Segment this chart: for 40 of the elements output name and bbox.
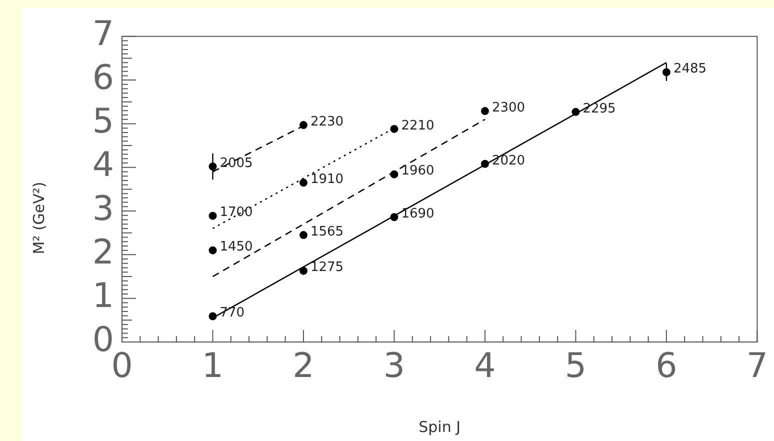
annotation: 1450 [220,240,253,255]
annotation: 2020 [492,153,526,168]
y-tick-label: 4 [92,145,114,186]
annotation: 2295 [582,101,616,116]
annotation: 770 [220,306,245,321]
point [208,212,217,220]
y-tick-label: 1 [92,276,114,316]
point [299,178,308,187]
annotation: 1960 [401,164,434,179]
y-tick-label: 3 [92,188,114,229]
point [299,121,308,130]
x-tick-label: 2 [292,346,314,386]
point [208,246,217,254]
y-tick-label: 2 [92,232,114,273]
point [390,124,398,133]
y-tick-label: 5 [92,102,114,142]
y-axis-title: M² (GeV²) [30,182,48,254]
annotation: 2005 [220,156,253,171]
x-tick-label: 1 [202,346,224,386]
x-tick-label: 6 [656,346,678,386]
annotation: 2485 [673,62,707,77]
x-tick-label: 3 [383,346,406,386]
annotation: 2210 [401,118,434,134]
x-tick-label: 7 [746,346,768,386]
point [480,107,489,116]
point [299,266,308,275]
x-tick-label: 4 [474,346,496,386]
point [299,231,308,240]
x-tick-label: 5 [564,346,587,386]
annotation: 1690 [401,206,434,222]
y-tick-label: 0 [92,320,114,360]
y-tick-label: 6 [92,58,114,98]
annotation: 1565 [310,224,344,240]
annotation: 1910 [310,172,344,188]
annotation: 2230 [310,114,344,130]
y-tick-label: 7 [92,14,114,54]
annotation: 1275 [310,260,344,276]
annotation: 1700 [220,205,253,220]
x-axis-title: Spin J [418,418,461,436]
annotation: 2300 [492,100,526,116]
